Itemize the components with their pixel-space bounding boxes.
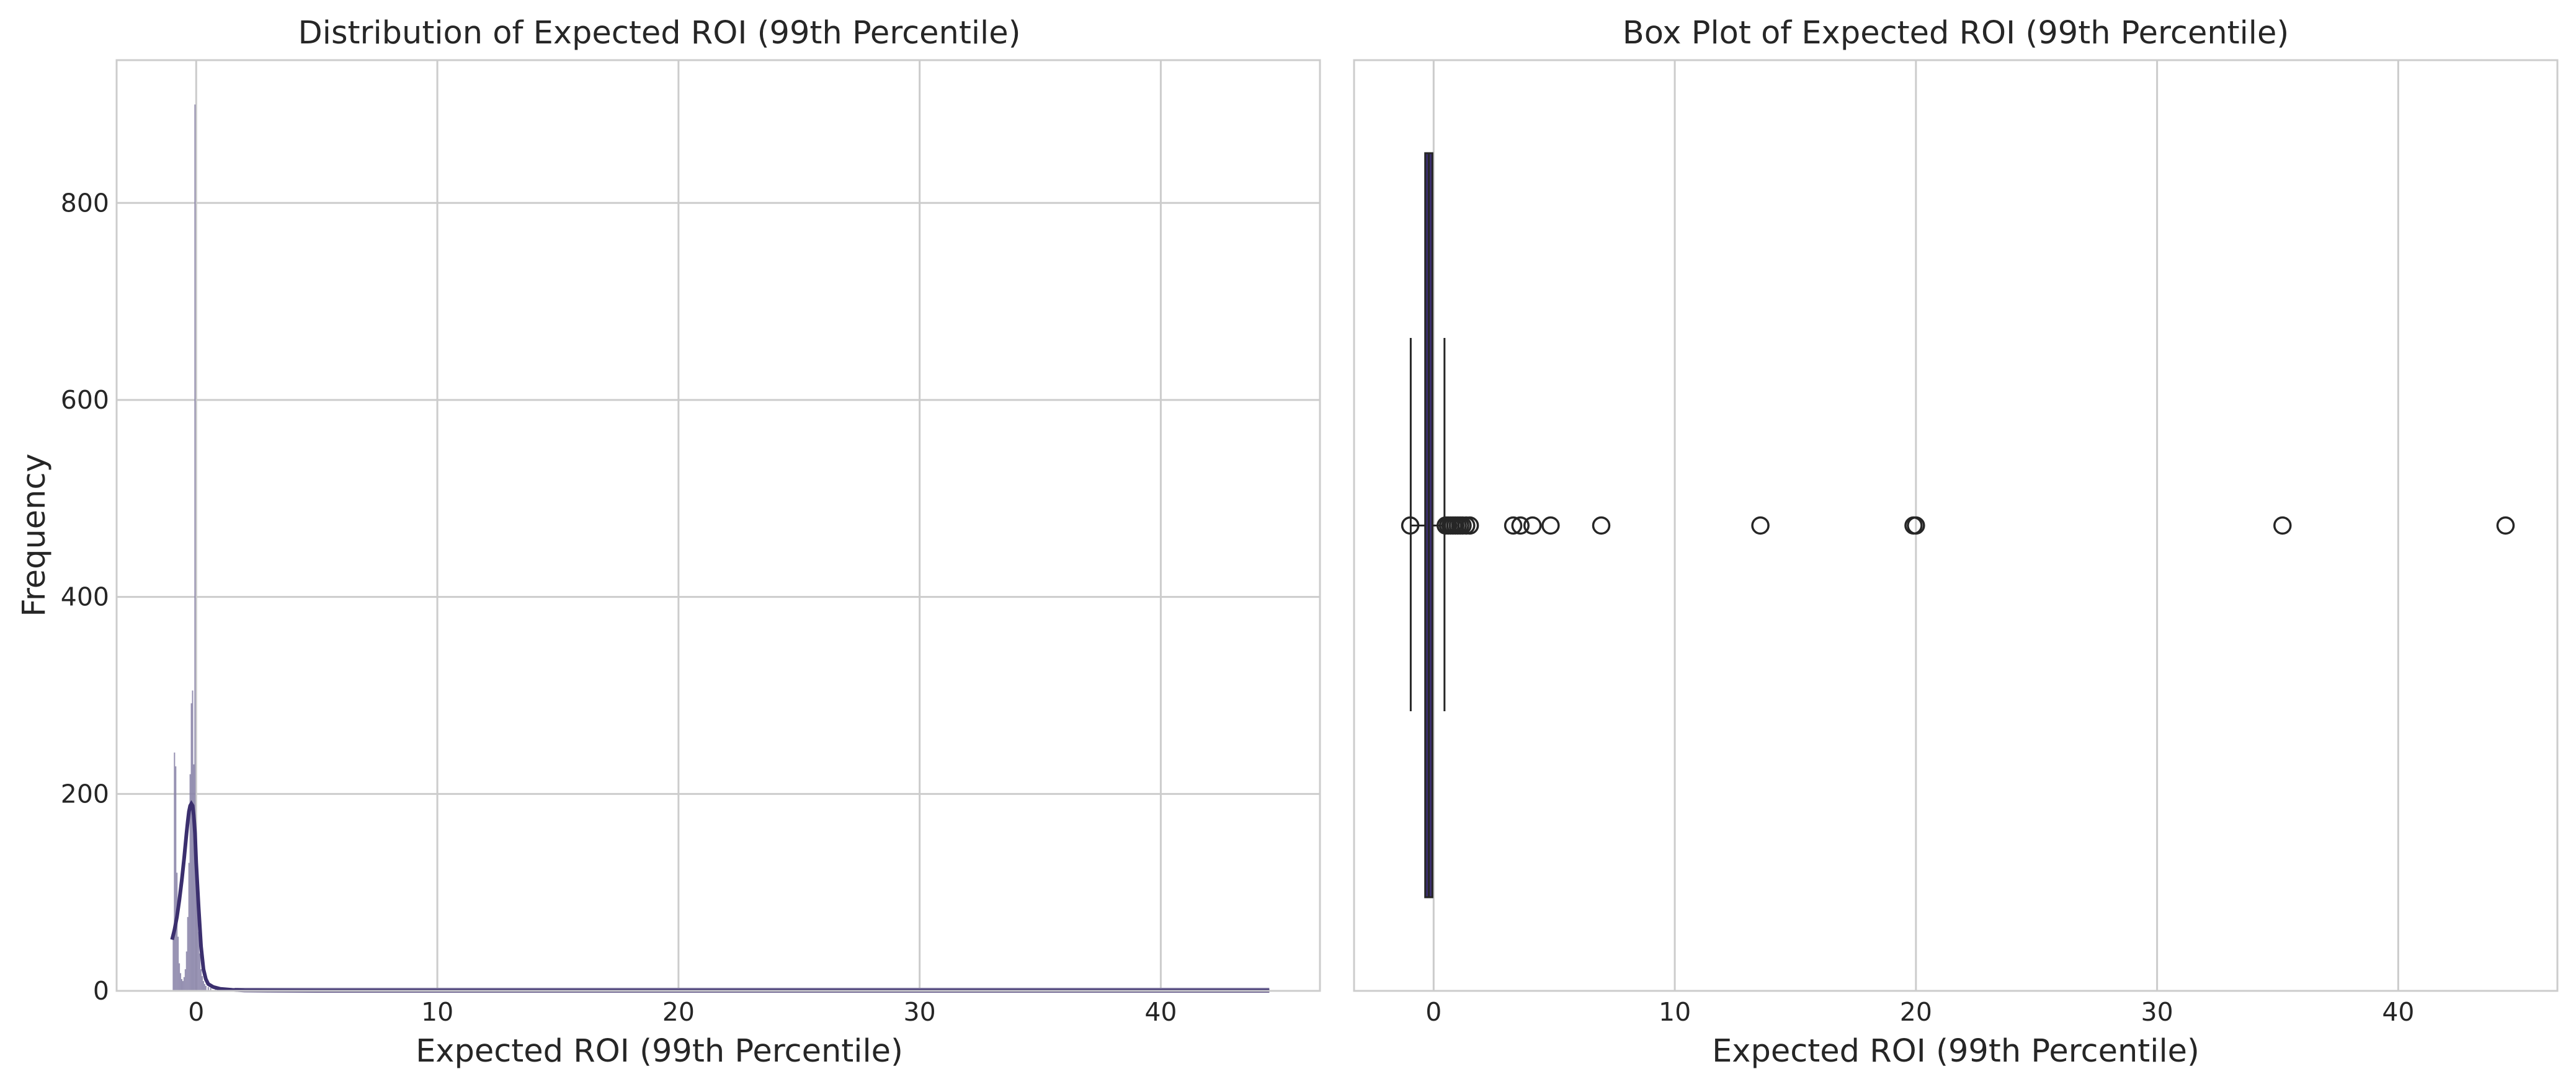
histogram-bars — [172, 104, 1270, 991]
histogram-x-tick-label: 30 — [904, 997, 936, 1027]
boxplot-outlier-point — [2496, 516, 2515, 535]
histogram-bar — [202, 981, 204, 991]
boxplot-plot-frame — [1353, 59, 2559, 992]
histogram-gridlines — [117, 60, 1320, 992]
boxplot-outlier-point — [1401, 516, 1420, 535]
histogram-bar — [188, 863, 190, 991]
histogram-bar — [175, 766, 177, 991]
histogram-bar — [198, 931, 200, 991]
histogram-bar — [210, 988, 212, 991]
boxplot-outlier-point — [2273, 516, 2292, 535]
boxplot-outlier-point — [1751, 516, 1770, 535]
histogram-bar — [190, 703, 192, 991]
histogram-title: Distribution of Expected ROI (99th Perce… — [298, 15, 1021, 51]
histogram-bar — [180, 978, 182, 991]
histogram-bar — [177, 936, 179, 991]
histogram-bar — [182, 981, 184, 991]
histogram-bar — [202, 976, 203, 991]
histogram-bar — [215, 988, 216, 991]
boxplot-x-tick-label: 10 — [1659, 997, 1691, 1027]
boxplot-outlier-point — [1592, 516, 1611, 535]
histogram-bar — [207, 987, 209, 991]
boxplot-x-ticks: 0 10 20 30 40 — [1425, 997, 2414, 1027]
histogram-x-tick-label: 10 — [421, 997, 453, 1027]
histogram-bar — [185, 951, 187, 991]
boxplot-outlier-point — [1907, 516, 1925, 535]
histogram-bar — [189, 774, 191, 991]
histogram-y-tick-label: 400 — [61, 582, 109, 612]
boxplot-x-tick-label: 20 — [1900, 997, 1932, 1027]
boxplot-panel: 0 10 20 30 40 Box Plot of Expected ROI (99th… — [1353, 15, 2559, 1070]
histogram-bar — [183, 977, 185, 991]
histogram-x-tick-label: 40 — [1144, 997, 1177, 1027]
histogram-y-ticks: 0 200 400 600 800 — [61, 188, 109, 1006]
histogram-bar — [205, 986, 207, 991]
boxplot-outlier-point — [1523, 516, 1542, 535]
histogram-bar — [199, 953, 201, 991]
boxplot-box — [1409, 152, 1446, 898]
histogram-y-tick-label: 600 — [61, 385, 109, 415]
boxplot-outlier-point — [1504, 516, 1523, 535]
histogram-bar — [176, 872, 178, 991]
histogram-plot-frame — [115, 59, 1321, 992]
boxplot-x-tick-label: 30 — [2141, 997, 2173, 1027]
histogram-bar — [174, 752, 176, 991]
histogram-y-axis-label: Frequency — [16, 453, 53, 616]
histogram-bar — [194, 104, 196, 991]
histogram-y-tick-label: 800 — [61, 188, 109, 218]
histogram-bar — [192, 690, 194, 991]
histogram-bar — [195, 843, 197, 991]
histogram-bar — [172, 931, 174, 991]
histogram-y-tick-label: 0 — [93, 976, 109, 1006]
histogram-y-tick-label: 200 — [61, 779, 109, 809]
boxplot-x-tick-label: 0 — [1425, 997, 1442, 1027]
histogram-bar — [187, 916, 189, 991]
histogram-x-ticks: 0 10 20 30 40 — [188, 997, 1177, 1027]
histogram-bar — [184, 969, 186, 991]
boxplot-title: Box Plot of Expected ROI (99th Percentil… — [1623, 15, 2289, 51]
histogram-x-tick-label: 0 — [188, 997, 204, 1027]
histogram-panel: 0 10 20 30 40 0 200 400 600 800 Distribution of … — [16, 15, 1321, 1070]
boxplot-outliers — [1401, 516, 2515, 535]
boxplot-outlier-point — [1460, 516, 1479, 535]
histogram-bar — [197, 897, 198, 991]
histogram-bar — [193, 764, 195, 991]
histogram-x-tick-label: 20 — [662, 997, 695, 1027]
boxplot-gridlines — [1432, 60, 2399, 991]
boxplot-x-axis-label: Expected ROI (99th Percentile) — [1712, 1033, 2199, 1070]
kde-curve — [170, 800, 1270, 993]
boxplot-x-tick-label: 40 — [2382, 997, 2414, 1027]
histogram-bar — [180, 973, 182, 991]
histogram-x-axis-label: Expected ROI (99th Percentile) — [416, 1033, 903, 1070]
histogram-bar — [200, 969, 202, 991]
histogram-bar — [203, 983, 205, 991]
boxplot-outlier-point — [1511, 516, 1530, 535]
histogram-bar — [179, 963, 180, 991]
boxplot-outlier-point — [1541, 516, 1560, 535]
